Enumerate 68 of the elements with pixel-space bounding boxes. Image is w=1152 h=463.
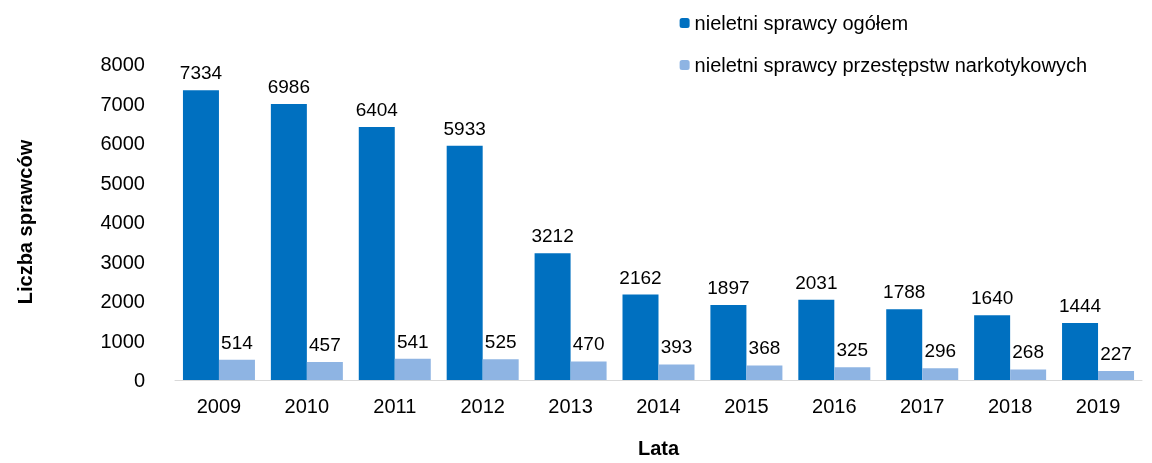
- y-tick-label: 5000: [100, 171, 145, 194]
- data-label: 6986: [267, 76, 310, 98]
- data-label: 6404: [355, 99, 399, 121]
- x-tick-label: 2014: [636, 395, 681, 417]
- data-label: 7334: [179, 62, 223, 84]
- x-tick-label: 2018: [987, 395, 1033, 417]
- data-label: 268: [1012, 341, 1044, 363]
- x-tick-label: 2013: [548, 395, 593, 417]
- y-tick-label: 0: [133, 369, 145, 391]
- y-tick-label: 6000: [100, 132, 145, 154]
- bar: [218, 359, 255, 380]
- legend-label: nieletni sprawcy przestępstw narkotykowych: [694, 54, 1088, 76]
- y-axis-title: Liczba sprawców: [14, 139, 36, 305]
- bar: [570, 361, 607, 380]
- y-tick-label: 4000: [100, 211, 145, 233]
- x-tick-label: 2011: [373, 395, 417, 417]
- bar: [446, 145, 483, 380]
- data-label: 2162: [619, 266, 662, 288]
- y-tick-label: 3000: [100, 250, 145, 273]
- bar: [534, 253, 571, 380]
- bar: [358, 127, 395, 380]
- data-label: 393: [660, 336, 693, 358]
- bar: [1010, 369, 1047, 380]
- data-label: 3212: [531, 225, 574, 247]
- bar: [658, 364, 695, 380]
- bar: [974, 315, 1011, 380]
- bar: [798, 299, 835, 380]
- bar: [482, 359, 519, 380]
- x-tick-label: 2009: [196, 395, 242, 417]
- y-tick-label: 1000: [100, 329, 145, 352]
- bar: [834, 367, 871, 380]
- bar: [622, 294, 659, 380]
- y-tick-label: 7000: [100, 92, 145, 115]
- bar: [746, 365, 783, 380]
- data-label: 368: [748, 337, 781, 359]
- x-tick-label: 2017: [899, 395, 945, 417]
- y-tick-label: 8000: [100, 53, 145, 75]
- bar: [922, 368, 959, 380]
- bar: [270, 104, 307, 380]
- data-label: 457: [309, 333, 341, 355]
- x-tick-label: 2012: [460, 395, 505, 417]
- data-label: 541: [396, 330, 429, 352]
- data-label: 1788: [883, 281, 926, 303]
- bar: [710, 305, 747, 380]
- data-label: 5933: [443, 117, 486, 139]
- bar: [182, 90, 219, 380]
- x-tick-label: 2010: [284, 395, 330, 417]
- bar: [886, 309, 923, 380]
- x-tick-label: 2019: [1075, 395, 1121, 417]
- x-tick-label: 2015: [724, 395, 769, 417]
- data-label: 1897: [707, 277, 750, 299]
- data-label: 525: [484, 331, 517, 353]
- bar: [394, 358, 431, 380]
- data-label: 296: [924, 340, 957, 362]
- data-label: 1640: [971, 287, 1014, 309]
- data-label: 227: [1100, 343, 1132, 365]
- x-axis-title: Lata: [637, 437, 680, 459]
- data-label: 2031: [795, 271, 838, 293]
- data-label: 1444: [1058, 294, 1102, 316]
- bar: [1062, 322, 1099, 380]
- x-tick-label: 2016: [812, 395, 857, 417]
- data-label: 514: [221, 331, 254, 353]
- bar: [1098, 371, 1135, 380]
- data-label: 325: [836, 339, 869, 361]
- data-label: 470: [572, 333, 605, 355]
- bar: [306, 361, 343, 380]
- y-tick-label: 2000: [100, 290, 145, 312]
- legend-label: nieletni sprawcy ogółem: [694, 12, 909, 34]
